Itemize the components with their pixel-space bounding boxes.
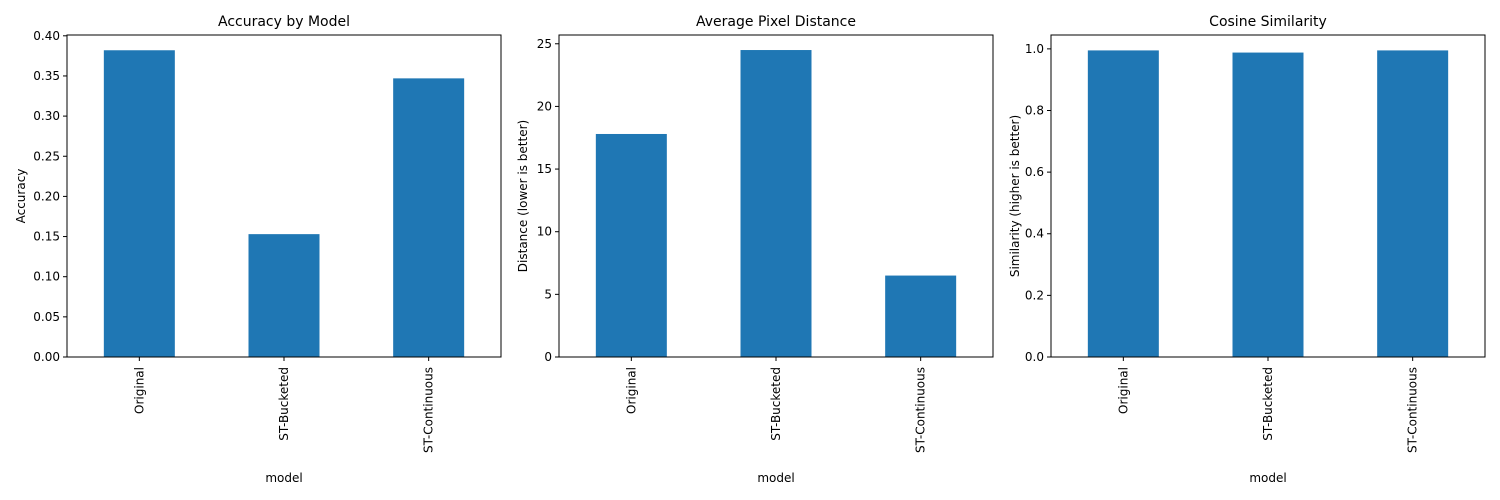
x-tick-label: ST-Bucketed bbox=[1261, 367, 1275, 441]
x-axis-label: model bbox=[1249, 471, 1286, 485]
y-tick-label: 0.6 bbox=[1025, 165, 1044, 179]
chart-title: Accuracy by Model bbox=[218, 14, 350, 30]
y-axis-label: Accuracy bbox=[14, 169, 28, 224]
y-tick-label: 0.40 bbox=[33, 29, 60, 43]
y-tick-label: 0.00 bbox=[33, 350, 60, 364]
x-axis-label: model bbox=[265, 471, 302, 485]
bar-st-continuous bbox=[1377, 50, 1449, 357]
y-tick-label: 1.0 bbox=[1025, 42, 1044, 56]
y-tick-label: 0.15 bbox=[33, 230, 60, 244]
y-axis-label: Distance (lower is better) bbox=[516, 120, 530, 272]
y-tick-label: 0.30 bbox=[33, 109, 60, 123]
x-tick-label: ST-Bucketed bbox=[769, 367, 783, 441]
y-tick-label: 20 bbox=[537, 99, 552, 113]
y-tick-label: 0.0 bbox=[1025, 350, 1044, 364]
y-tick-label: 0.4 bbox=[1025, 227, 1044, 241]
bar-st-continuous bbox=[885, 275, 957, 357]
y-tick-label: 0.05 bbox=[33, 310, 60, 324]
y-axis-label: Similarity (higher is better) bbox=[1008, 115, 1022, 277]
chart-panel-3: 0.0 0.2 0.4 0.6 0.8 1.0 Original ST-Bucketed ST-… bbox=[1008, 14, 1486, 485]
bar-st-bucketed bbox=[740, 50, 812, 357]
y-tick-label: 0.25 bbox=[33, 149, 60, 163]
bar-original bbox=[595, 133, 667, 357]
bar-st-bucketed bbox=[248, 234, 320, 357]
y-tick-label: 15 bbox=[537, 162, 552, 176]
chart-panel-1: 0.00 0.05 0.10 0.15 0.20 0.25 0.30 0.35 0.40 Orig… bbox=[14, 14, 502, 485]
y-tick-label: 0 bbox=[544, 350, 552, 364]
bar-st-bucketed bbox=[1232, 52, 1304, 358]
chart-panel-2: 0 5 10 15 20 25 Original ST-Bucketed ST-Continuo… bbox=[516, 14, 994, 485]
bar-original bbox=[103, 50, 175, 357]
y-tick-label: 25 bbox=[537, 37, 552, 51]
x-axis-label: model bbox=[757, 471, 794, 485]
x-tick-label: ST-Continuous bbox=[914, 367, 928, 453]
bar-st-continuous bbox=[393, 78, 465, 357]
bar-original bbox=[1087, 50, 1159, 357]
x-tick-label: ST-Bucketed bbox=[277, 367, 291, 441]
y-tick-label: 0.10 bbox=[33, 270, 60, 284]
x-tick-label: Original bbox=[132, 367, 146, 414]
y-tick-label: 0.8 bbox=[1025, 103, 1044, 117]
x-tick-label: ST-Continuous bbox=[1406, 367, 1420, 453]
y-tick-label: 0.20 bbox=[33, 189, 60, 203]
y-tick-label: 10 bbox=[537, 225, 552, 239]
y-tick-label: 5 bbox=[544, 287, 552, 301]
x-tick-label: Original bbox=[1116, 367, 1130, 414]
x-tick-label: ST-Continuous bbox=[422, 367, 436, 453]
chart-title: Average Pixel Distance bbox=[696, 14, 856, 30]
y-tick-label: 0.2 bbox=[1025, 288, 1044, 302]
x-tick-label: Original bbox=[624, 367, 638, 414]
chart-title: Cosine Similarity bbox=[1209, 14, 1327, 30]
y-tick-label: 0.35 bbox=[33, 69, 60, 83]
